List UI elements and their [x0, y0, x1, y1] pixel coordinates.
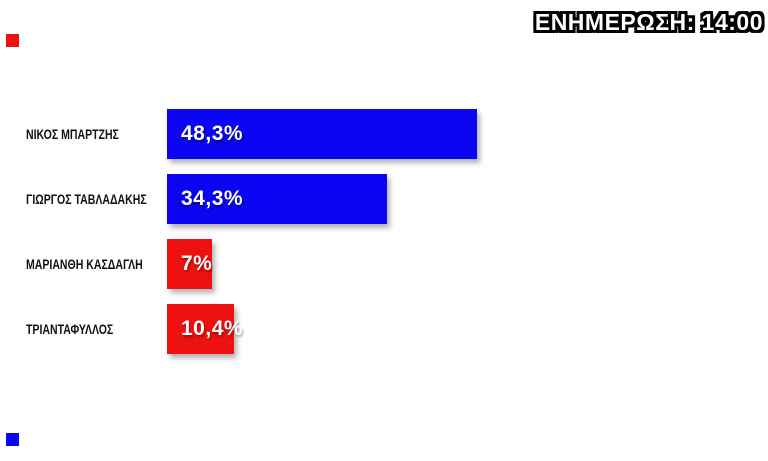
result-bar: 34,3%	[167, 174, 387, 224]
candidate-name-label: ΜΑΡΙΑΝΘΗ ΚΑΣΔΑΓΛΗ	[26, 257, 167, 272]
candidate-name-label: ΤΡΙΑΝΤΑΦΥΛΛΟΣ	[26, 322, 167, 337]
chart-row: ΝΙΚΟΣ ΜΠΑΡΤΖΗΣ 48,3%	[26, 109, 477, 159]
percentage-label: 34,3%	[181, 187, 244, 210]
result-bar: 48,3%	[167, 109, 477, 159]
update-time-banner: ΕΝΗΜΕΡΩΣΗ: 14:00	[534, 9, 763, 35]
candidate-name-text: ΜΑΡΙΑΝΘΗ ΚΑΣΔΑΓΛΗ	[26, 256, 143, 272]
result-bar: 10,4%	[167, 304, 243, 354]
candidate-name-text: ΝΙΚΟΣ ΜΠΑΡΤΖΗΣ	[26, 126, 119, 142]
candidate-name-text: ΤΡΙΑΝΤΑΦΥΛΛΟΣ	[26, 321, 114, 337]
percentage-label: 10,4%	[181, 317, 244, 340]
chart-row: ΓΙΩΡΓΟΣ ΤΑΒΛΑΔΑΚΗΣ 34,3%	[26, 174, 387, 224]
result-bar: 7%	[167, 239, 212, 289]
candidate-name-text: ΓΙΩΡΓΟΣ ΤΑΒΛΑΔΑΚΗΣ	[26, 191, 147, 207]
percentage-label: 7%	[181, 252, 213, 275]
candidate-name-label: ΝΙΚΟΣ ΜΠΑΡΤΖΗΣ	[26, 127, 167, 142]
bottom-left-color-square	[6, 433, 19, 446]
percentage-label: 48,3%	[181, 122, 244, 145]
top-left-color-square	[6, 34, 19, 47]
chart-row: ΜΑΡΙΑΝΘΗ ΚΑΣΔΑΓΛΗ 7%	[26, 239, 212, 289]
chart-row: ΤΡΙΑΝΤΑΦΥΛΛΟΣ 10,4%	[26, 304, 243, 354]
candidate-name-label: ΓΙΩΡΓΟΣ ΤΑΒΛΑΔΑΚΗΣ	[26, 192, 167, 207]
